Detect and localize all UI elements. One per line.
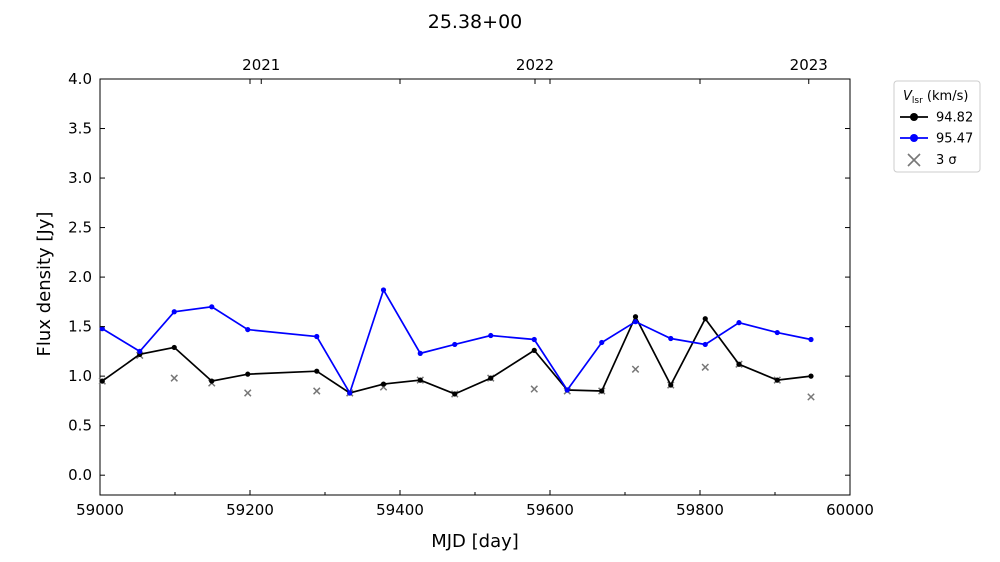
y-tick-label: 1.0	[68, 367, 92, 385]
x-axis-label: MJD [day]	[431, 531, 519, 552]
sigma3-marker	[807, 393, 815, 401]
x-tick-label: 59200	[226, 501, 274, 519]
legend-marker-series-1	[910, 113, 918, 121]
y-tick-label: 0.5	[68, 417, 92, 435]
legend-title-sub: lsr	[912, 96, 923, 106]
x-tick-label: 59000	[76, 501, 124, 519]
series-2-point	[99, 326, 105, 332]
plot-area	[98, 78, 851, 496]
legend-title-main: V	[903, 89, 913, 104]
y-tick-label: 0.0	[68, 466, 92, 484]
series-2-point	[531, 336, 537, 343]
y-tick-label: 2.5	[68, 219, 92, 237]
series-1-point	[531, 347, 537, 353]
sigma3-marker	[170, 374, 178, 382]
series-2-point	[702, 341, 708, 348]
top-axis-tick-label: 2022	[516, 56, 554, 74]
y-tick-label: 4.0	[68, 70, 92, 88]
y-tick-label: 2.0	[68, 268, 92, 286]
legend-entry-series-1: 94.82	[900, 111, 973, 126]
legend-marker-series-2	[910, 134, 918, 142]
legend-frame	[893, 80, 981, 173]
series-line-2	[101, 287, 812, 396]
x-tick-label: 59600	[526, 501, 574, 519]
series-2-point	[632, 319, 639, 325]
x-axis: 59000 59200 59400 59600 59800 60000	[76, 79, 874, 519]
sigma3-marker	[244, 389, 252, 397]
series-1-point	[380, 381, 387, 387]
series-2-point	[347, 390, 353, 396]
y-tick-label: 3.5	[68, 120, 92, 138]
series-1-point	[808, 373, 814, 379]
sigma3-marker	[530, 385, 538, 393]
legend-label-3sigma: 3 σ	[936, 153, 957, 168]
series-1-point	[245, 371, 251, 377]
series-2-point	[488, 332, 494, 339]
series-2-point	[137, 348, 143, 354]
legend-entry-series-2: 95.47	[900, 132, 973, 147]
top-axis-tick-label: 2023	[790, 56, 828, 74]
series-1-point	[702, 316, 708, 322]
top-axis-tick-label: 2021	[242, 56, 280, 74]
series-2-point	[380, 287, 387, 293]
y-tick-label: 3.0	[68, 169, 92, 187]
y-axis: 0.0 0.5 1.0 1.5 2.0 2.5 3.0 3.5 4.0	[68, 70, 850, 484]
x-tick-label: 60000	[826, 501, 874, 519]
series-2-point	[808, 336, 814, 343]
series-2-point	[564, 387, 570, 393]
series-2-point	[171, 309, 177, 315]
sigma3-marker	[701, 363, 709, 371]
x-tick-label: 59800	[676, 501, 724, 519]
series-2-point	[417, 350, 423, 356]
series-1-point	[99, 378, 105, 384]
series-1-point	[599, 388, 605, 394]
plot-frame	[99, 78, 851, 496]
legend-title-unit: (km/s)	[923, 89, 969, 104]
series-line-1	[101, 314, 812, 395]
top-axis: 2021 2022 2023	[242, 56, 828, 84]
legend-marker-3sigma	[907, 153, 921, 167]
series-2-point	[774, 329, 780, 336]
sigma3-marker	[313, 387, 321, 395]
series-1-point	[488, 375, 494, 381]
legend: Vlsr (km/s) 94.82 95.47 3 σ	[893, 80, 981, 173]
x-tick-label: 59400	[376, 501, 424, 519]
series-2-point	[314, 333, 320, 340]
y-tick-label: 1.5	[68, 318, 92, 336]
series-1-point	[736, 361, 742, 367]
series-1-point	[774, 377, 780, 383]
series-1-point	[417, 377, 423, 383]
series-2-point	[452, 341, 458, 348]
legend-title: Vlsr (km/s)	[903, 89, 968, 106]
series-2-point	[209, 304, 215, 310]
chart-title: 25.38+00	[428, 11, 523, 33]
sigma3-marker	[631, 365, 640, 373]
series-2-point	[736, 320, 742, 326]
series-2-point	[668, 335, 674, 342]
series-2-point	[245, 326, 251, 333]
series-1-point	[452, 391, 458, 397]
series-1-point	[632, 314, 639, 320]
series-1-point	[314, 368, 320, 374]
legend-entry-3sigma: 3 σ	[907, 153, 957, 168]
y-axis-label: Flux density [Jy]	[34, 212, 55, 357]
series-1-point	[668, 382, 674, 388]
series-1-point	[171, 344, 177, 351]
legend-label-series-1: 94.82	[936, 111, 973, 126]
series-2-point	[599, 339, 605, 346]
series-1-point	[209, 378, 215, 384]
legend-label-series-2: 95.47	[936, 132, 973, 147]
